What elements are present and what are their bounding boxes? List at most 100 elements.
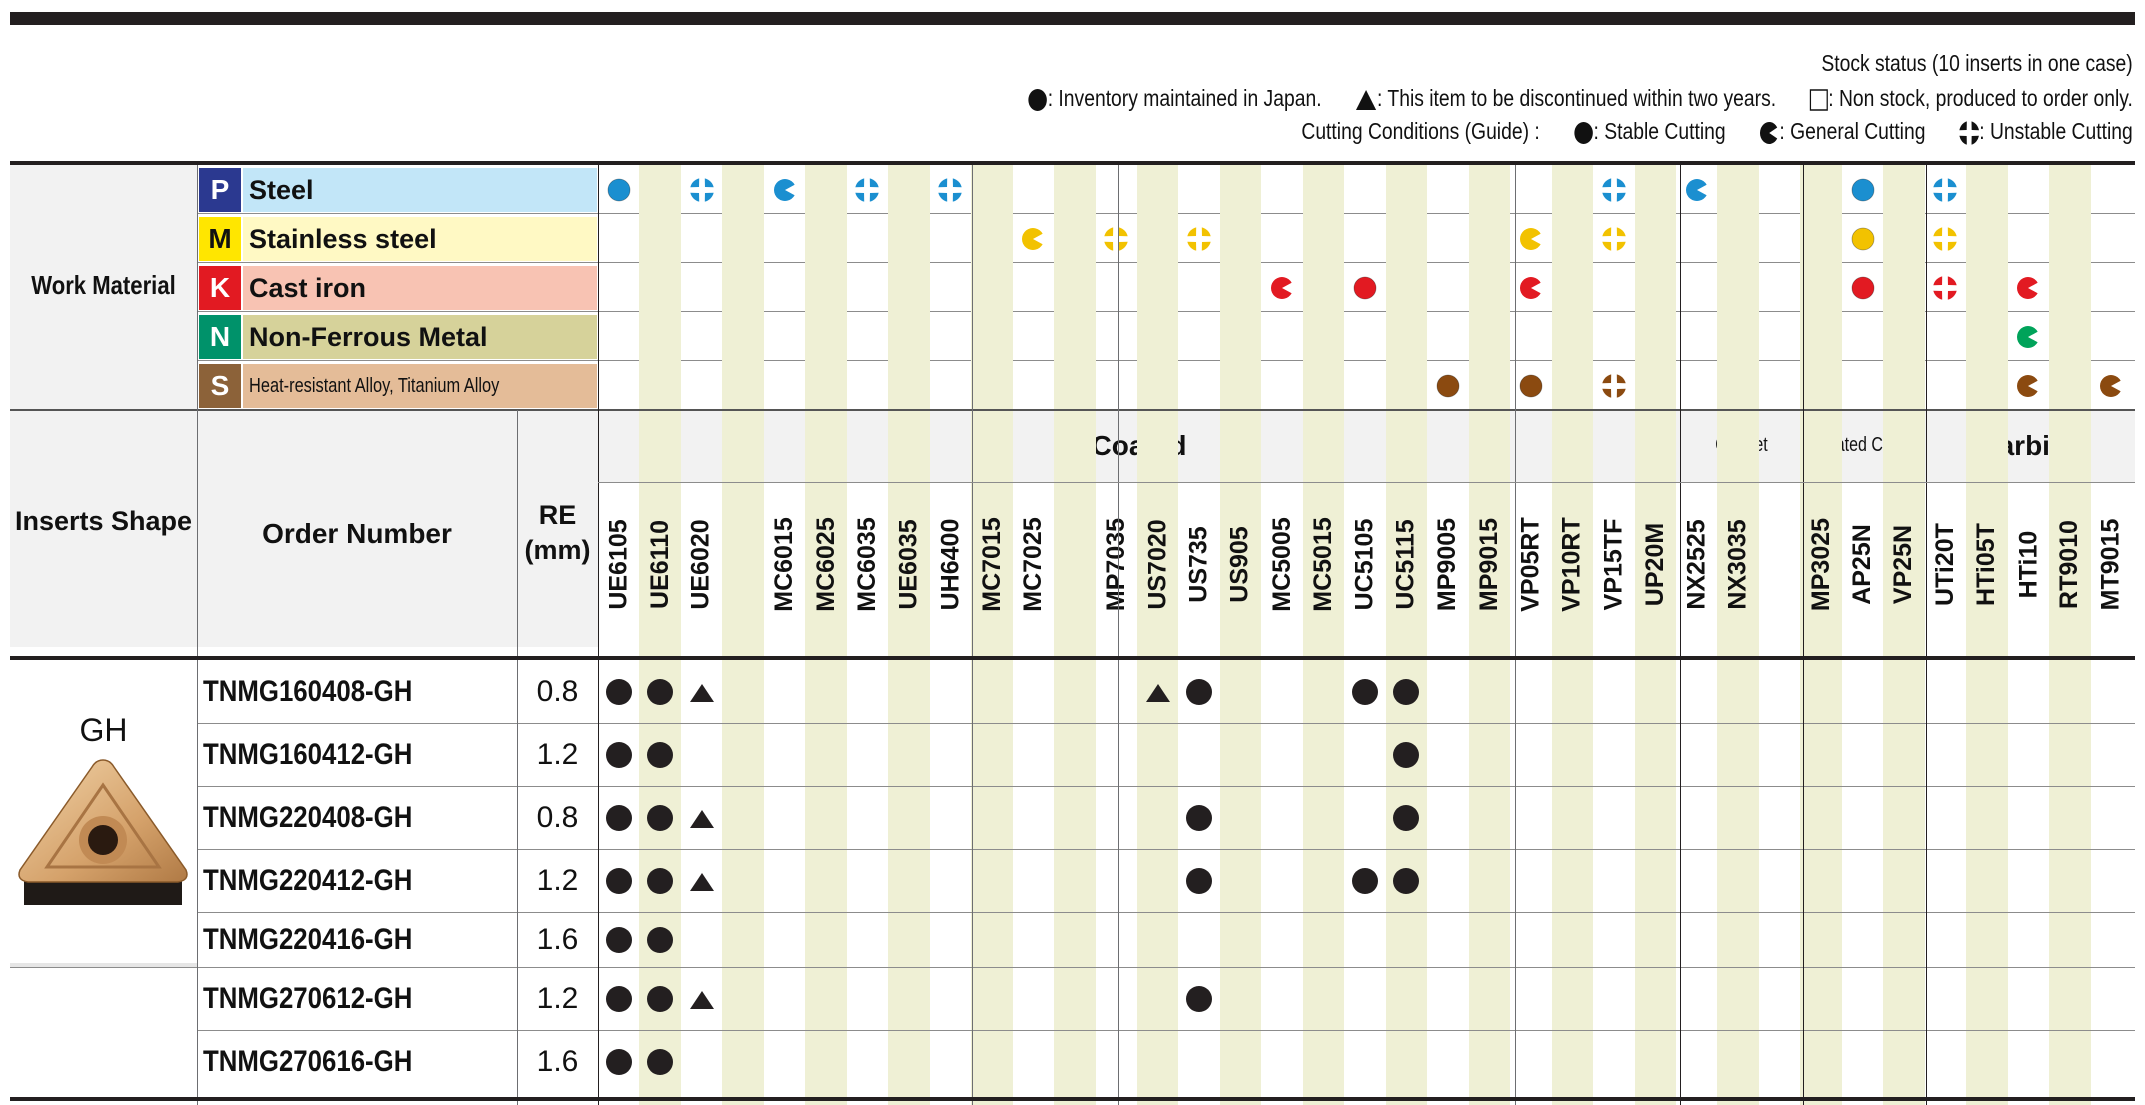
grade-name-text: VP15TF: [1599, 518, 1628, 610]
grade-name-text: MP3025: [1806, 517, 1835, 611]
column-divider: [197, 410, 198, 1105]
group-header-rule: [598, 482, 2135, 483]
grade-name-text: UC5115: [1391, 518, 1420, 610]
condition-mark-s-vp05rt: [1510, 361, 1551, 410]
stock-dot-icon: [598, 849, 639, 912]
column-stripe: [722, 165, 764, 1105]
column-stripe: [1468, 165, 1511, 1105]
shape-label: GH: [79, 712, 128, 748]
items-top-rule: [10, 656, 2135, 660]
grade-name: MP3025: [1800, 484, 1841, 644]
condition-mark-p-vp15tf: [1593, 165, 1634, 214]
stock-dot-icon: [1386, 660, 1427, 723]
stock-dot-icon: [1178, 786, 1219, 849]
re-value: 0.8: [536, 674, 579, 708]
condition-mark-m-ap25n: [1842, 214, 1883, 263]
condition-mark-p-ue6020: [681, 165, 722, 214]
material-name-text: Heat-resistant Alloy, Titanium Alloy: [249, 374, 500, 397]
material-name-text: Cast iron: [249, 272, 367, 303]
item-row-rule: [197, 912, 2135, 913]
item-row-rule: [197, 723, 2135, 724]
condition-mark-p-uti20t: [1925, 165, 1966, 214]
discontinue-triangle-icon: [1137, 660, 1178, 723]
order-number-header: Order Number: [262, 518, 452, 549]
stable-cutting-icon: [1574, 121, 1594, 145]
column-stripe: [1385, 165, 1428, 1105]
column-stripe: [1551, 165, 1594, 1105]
column-stripe: [1966, 165, 2008, 1105]
grade-name-text: MT9015: [2096, 518, 2125, 610]
grade-name: VP15TF: [1593, 484, 1634, 644]
stock-dot-icon: [1178, 967, 1219, 1030]
column-stripe: [805, 165, 847, 1105]
order-number: TNMG220408-GH: [203, 800, 413, 834]
grade-name-text: UE6105: [604, 518, 633, 610]
material-code-s: S: [199, 364, 241, 408]
grade-name-text: MP9015: [1474, 517, 1503, 611]
grade-name-text: MC7025: [1018, 516, 1047, 612]
material-code-k: K: [199, 266, 241, 310]
column-stripe: [1634, 165, 1676, 1105]
stock-dot-icon: [1386, 786, 1427, 849]
re-value: 1.2: [536, 863, 579, 897]
header-left-bg: [10, 410, 598, 647]
group-divider: [1803, 165, 1804, 1105]
column-stripe: [2049, 165, 2091, 1105]
grade-name: UE6020: [681, 484, 722, 644]
column-stripe: [1136, 165, 1179, 1105]
subgroup-divider: [1515, 165, 1516, 1105]
grade-name: UE6110: [639, 484, 680, 644]
order-number: TNMG220412-GH: [203, 863, 413, 897]
condition-mark-s-mp9005: [1427, 361, 1468, 410]
condition-mark-n-hti10: [2008, 312, 2049, 361]
grade-name: MC5015: [1303, 484, 1344, 644]
table-bottom-rule: [10, 1097, 2135, 1101]
group-divider: [1680, 165, 1681, 1105]
grade-name-text: UP20M: [1640, 522, 1669, 606]
grade-name: UTi20T: [1925, 484, 1966, 644]
grade-name-text: MC5005: [1267, 516, 1296, 612]
grade-name: UH6400: [930, 484, 971, 644]
discontinue-triangle-icon: [681, 660, 722, 723]
stock-dot-icon: [639, 1030, 680, 1093]
grade-name: MP9005: [1427, 484, 1468, 644]
column-stripe: [1054, 165, 1096, 1105]
grade-name: HTi05T: [1966, 484, 2007, 644]
item-row-rule: [197, 786, 2135, 787]
grade-name: MC7025: [1013, 484, 1054, 644]
grade-name: US7020: [1137, 484, 1178, 644]
grade-name-text: MC7015: [977, 516, 1006, 612]
condition-mark-m-vp15tf: [1593, 214, 1634, 263]
re-value: 1.2: [536, 737, 579, 771]
grade-name: MC5005: [1261, 484, 1302, 644]
grade-name-text: VP10RT: [1557, 516, 1586, 612]
condition-mark-m-mc7025: [1013, 214, 1054, 263]
stock-dot-icon: [1028, 88, 1048, 112]
re-value: 1.6: [536, 922, 579, 956]
condition-mark-m-us735: [1178, 214, 1219, 263]
material-name-n: Non-Ferrous Metal: [243, 315, 597, 359]
subgroup-divider: [1118, 165, 1119, 1105]
inserts-shape-header: Inserts Shape: [14, 506, 193, 536]
order-number: TNMG160408-GH: [203, 674, 413, 708]
stock-dot-icon: [639, 912, 680, 967]
grade-name-text: US7020: [1143, 518, 1172, 610]
grade-name: VP05RT: [1510, 484, 1551, 644]
re-unit-header: (mm): [524, 535, 591, 565]
order-number: TNMG270616-GH: [203, 1044, 413, 1078]
top-rule: [10, 12, 2135, 25]
table-top-rule: [10, 161, 2135, 165]
work-material-label: Work Material: [31, 270, 176, 300]
condition-mark-p-mc6015: [764, 165, 805, 214]
grade-name-text: MC6025: [811, 516, 840, 612]
grade-name: US735: [1178, 484, 1219, 644]
grade-name-text: UE6110: [645, 519, 674, 609]
condition-mark-m-uti20t: [1925, 214, 1966, 263]
grade-name: AP25N: [1842, 484, 1883, 644]
grade-name-text: UH6400: [935, 518, 964, 610]
grade-name-text: RT9010: [2055, 519, 2084, 609]
grade-name-text: HTi10: [2013, 530, 2042, 598]
stock-status-title: Stock status (10 inserts in one case): [1821, 50, 2133, 76]
stock-dot-icon: [598, 967, 639, 1030]
